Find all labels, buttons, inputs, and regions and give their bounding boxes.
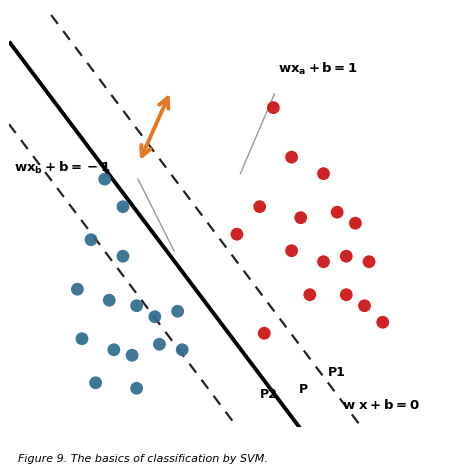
Point <box>352 219 359 227</box>
Point <box>101 175 108 183</box>
Point <box>129 351 136 359</box>
Point <box>320 258 327 265</box>
Point <box>256 203 263 211</box>
Point <box>261 330 268 337</box>
Text: $\mathbf{w\ x + b = 0}$: $\mathbf{w\ x + b = 0}$ <box>342 398 419 412</box>
Text: P1: P1 <box>328 366 346 379</box>
Text: $\mathbf{wx_a + b = 1}$: $\mathbf{wx_a + b = 1}$ <box>278 61 358 77</box>
Text: P2: P2 <box>260 388 277 401</box>
Point <box>78 335 86 342</box>
Point <box>361 302 368 310</box>
Point <box>120 203 127 211</box>
Point <box>343 252 350 260</box>
Text: Figure 9. The basics of classification by SVM.: Figure 9. The basics of classification b… <box>18 454 268 464</box>
Point <box>174 308 181 315</box>
Point <box>297 214 304 221</box>
Point <box>320 170 327 177</box>
Text: $\mathbf{wx_b + b = -1}$: $\mathbf{wx_b + b = -1}$ <box>14 160 111 176</box>
Point <box>92 379 99 386</box>
Point <box>334 208 341 216</box>
Point <box>233 230 240 238</box>
Point <box>288 247 295 255</box>
Point <box>87 236 95 243</box>
Point <box>288 153 295 161</box>
Point <box>270 104 277 111</box>
Point <box>106 296 113 304</box>
Point <box>120 252 127 260</box>
Point <box>365 258 373 265</box>
Point <box>110 346 117 354</box>
Point <box>156 340 163 348</box>
Point <box>306 291 313 298</box>
Point <box>151 313 158 320</box>
Point <box>379 318 387 326</box>
Point <box>179 346 186 354</box>
Point <box>343 291 350 298</box>
Point <box>133 385 140 392</box>
Text: P: P <box>299 383 308 396</box>
Point <box>74 286 81 293</box>
Point <box>133 302 140 310</box>
